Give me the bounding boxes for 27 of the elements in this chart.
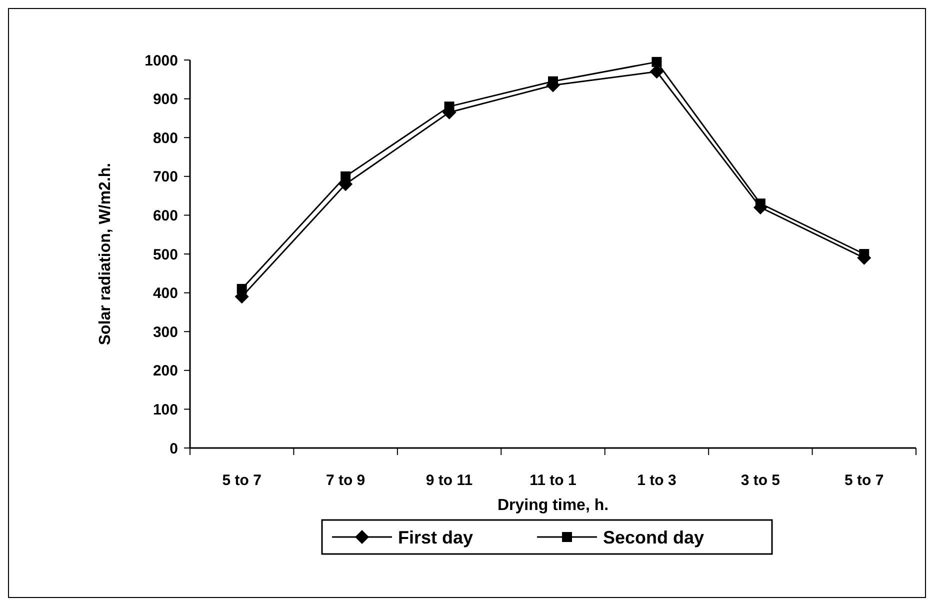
y-tick-label: 500 [152, 246, 178, 264]
point [652, 56, 662, 67]
legend-label: First day [398, 527, 474, 548]
x-tick-label: 3 to 5 [740, 472, 780, 489]
y-tick-label: 800 [152, 130, 178, 147]
y-tick-label: 100 [152, 401, 178, 418]
x-axis-title: Drying time, h. [497, 497, 609, 514]
x-tick-label: 5 to 7 [222, 472, 262, 489]
point [236, 284, 247, 294]
y-tick-label: 600 [152, 207, 178, 224]
y-tick-label: 300 [152, 324, 178, 341]
point [650, 64, 664, 79]
point [340, 171, 351, 182]
x-tick-label: 7 to 9 [326, 472, 366, 489]
y-tick-label: 1000 [144, 52, 178, 70]
y-tick-label: 900 [152, 91, 178, 108]
y-tick-label: 700 [152, 168, 178, 186]
x-tick-label: 11 to 1 [530, 472, 576, 489]
point [444, 102, 454, 112]
y-axis-title: Solar radiation, W/m2.h. [97, 162, 114, 346]
legend-label: Second day [603, 527, 704, 548]
y-tick-label: 0 [170, 440, 178, 458]
x-tick-label: 5 to 7 [844, 472, 884, 489]
x-tick-label: 9 to 11 [426, 472, 473, 489]
y-tick-label: 400 [152, 285, 178, 302]
x-tick-label: 1 to 3 [637, 472, 676, 489]
y-tick-label: 200 [152, 362, 178, 380]
